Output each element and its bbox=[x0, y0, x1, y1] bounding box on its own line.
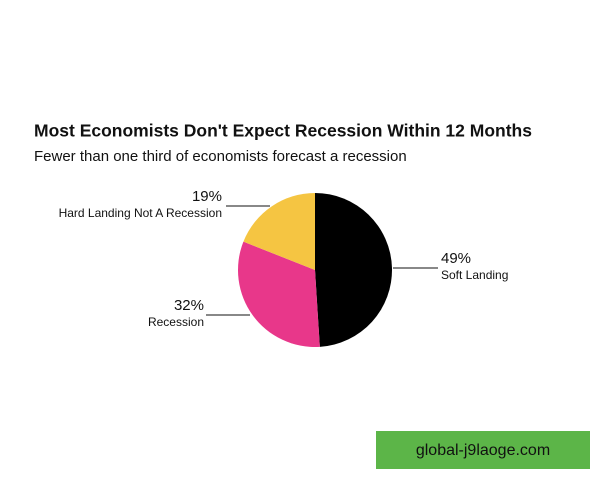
slice-label: Soft Landing bbox=[441, 268, 508, 282]
chart-subtitle: Fewer than one third of economists forec… bbox=[34, 148, 407, 165]
watermark: global-j9laoge.com bbox=[416, 442, 550, 459]
chart-title: Most Economists Don't Expect Recession W… bbox=[34, 121, 532, 141]
value-label: 19% bbox=[192, 188, 222, 205]
value-label: 49% bbox=[441, 250, 471, 267]
watermark-box bbox=[376, 431, 590, 469]
pie-slice bbox=[315, 193, 392, 347]
pie-slice bbox=[243, 193, 315, 270]
slice-label: Recession bbox=[148, 315, 204, 329]
slice-label: Hard Landing Not A Recession bbox=[59, 206, 222, 220]
pie-slice bbox=[237, 241, 320, 347]
value-label: 32% bbox=[174, 297, 204, 314]
